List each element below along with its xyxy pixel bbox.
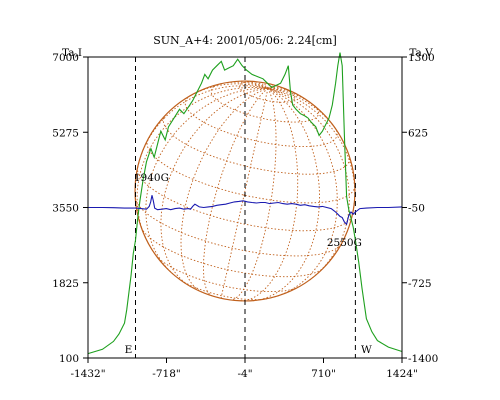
longitude-line	[267, 87, 296, 94]
x-tick-label: 710"	[311, 368, 336, 380]
vertical-markers	[134, 57, 356, 358]
field-annotation: 2550G	[327, 237, 362, 249]
x-tick-label: -718"	[152, 368, 180, 380]
solar-disk-grid	[134, 80, 356, 302]
x-tick-label: -1432"	[70, 368, 105, 380]
limb-label: W	[361, 344, 372, 356]
left-tick-label: 3550	[52, 203, 79, 215]
longitude-line	[160, 88, 268, 288]
left-tick-label: 5275	[52, 127, 79, 139]
longitude-line	[252, 80, 269, 89]
annotation-layer: 1940G 2550G E W	[125, 172, 372, 356]
latitude-line	[155, 255, 298, 293]
latitude-line	[140, 227, 324, 278]
longitude-line	[240, 88, 299, 302]
longitude-line	[267, 86, 286, 90]
right-tick-label: -1400	[408, 353, 438, 365]
longitude-line	[220, 81, 269, 89]
left-axis-label: Ta,I	[62, 47, 82, 59]
tick-layer: -1432" -718" -4" 710" 1424" 100 1825 3550 5275 70…	[52, 52, 438, 380]
latitude-line	[134, 197, 342, 257]
longitude-line	[267, 88, 314, 106]
latitude-line	[184, 95, 338, 148]
right-axis-label: Ta,V	[409, 47, 433, 59]
longitude-line	[261, 82, 269, 89]
longitude-line	[267, 88, 350, 281]
longitude-line	[267, 88, 340, 134]
right-tick-label: -725	[408, 278, 432, 290]
x-tick-label: 1424"	[386, 368, 418, 380]
right-tick-label: -50	[408, 203, 425, 215]
longitude-line	[240, 80, 269, 89]
longitude-line	[252, 88, 320, 302]
left-tick-label: 7000	[52, 52, 79, 64]
longitude-line	[145, 87, 268, 275]
latitude-line	[238, 81, 296, 103]
latitude-line	[146, 139, 356, 204]
longitude-line	[267, 88, 338, 298]
chart-title: SUN_A+4: 2001/05/06: 2.24[cm]	[153, 34, 337, 47]
longitude-line	[267, 88, 356, 216]
latitude-line	[177, 277, 269, 301]
limb-label: E	[125, 344, 133, 356]
right-tick-label: 625	[408, 127, 428, 139]
field-annotation: 1940G	[134, 172, 169, 184]
series-layer	[87, 52, 403, 355]
right-tick-label: 1300	[408, 52, 435, 64]
intensity-series	[87, 52, 403, 355]
left-tick-label: 100	[59, 353, 79, 365]
longitude-line	[136, 86, 268, 245]
x-tick-label: -4"	[237, 368, 252, 380]
longitude-line	[137, 85, 268, 168]
longitude-line	[180, 88, 269, 293]
longitude-line	[229, 88, 277, 301]
longitude-line	[203, 88, 269, 297]
left-tick-label: 1825	[52, 278, 79, 290]
polarization-series	[88, 195, 403, 226]
latitude-line	[210, 83, 320, 123]
